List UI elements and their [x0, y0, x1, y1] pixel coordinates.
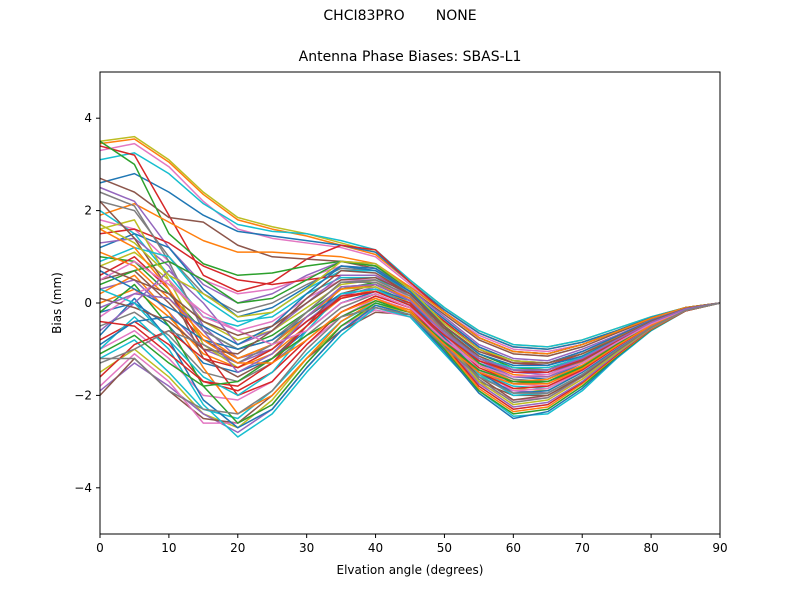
series-line-53: [99, 228, 721, 385]
y-axis-label: Bias (mm): [50, 272, 64, 334]
x-tick-label: 40: [368, 541, 383, 555]
x-tick-label: 20: [230, 541, 245, 555]
x-tick-label: 10: [161, 541, 176, 555]
series-line-6: [99, 145, 721, 355]
y-tick-label: −4: [74, 481, 92, 495]
x-tick-label: 60: [506, 541, 521, 555]
x-tick-label: 0: [96, 541, 104, 555]
x-axis-label: Elvation angle (degrees): [337, 563, 484, 577]
figure-suptitle: CHCI83PRO NONE: [323, 8, 477, 24]
series-line-55: [99, 265, 721, 364]
series-line-57: [100, 302, 721, 415]
series-line-9: [99, 202, 721, 355]
y-tick-label: 2: [84, 204, 92, 218]
x-tick-label: 50: [437, 541, 452, 555]
series-line-56: [99, 283, 721, 374]
chart-title: Antenna Phase Biases: SBAS-L1: [298, 49, 522, 65]
x-tick-label: 80: [643, 541, 658, 555]
series-layer: [99, 135, 721, 438]
x-tick-label: 90: [712, 541, 727, 555]
x-tick-label: 30: [299, 541, 314, 555]
y-tick-label: 0: [84, 296, 92, 310]
y-tick-label: −2: [74, 388, 92, 402]
series-line-51: [99, 290, 721, 387]
y-axis-ticks: −4 −2 0 2 4: [74, 111, 100, 495]
series-line-42: [99, 290, 721, 390]
series-line-4: [99, 152, 721, 348]
y-tick-label: 4: [84, 111, 92, 125]
x-axis-ticks: 0 10 20 30 40 50 60 70 80 90: [96, 534, 728, 555]
series-line-5: [99, 172, 721, 350]
series-line-54: [99, 260, 721, 378]
x-tick-label: 70: [575, 541, 590, 555]
